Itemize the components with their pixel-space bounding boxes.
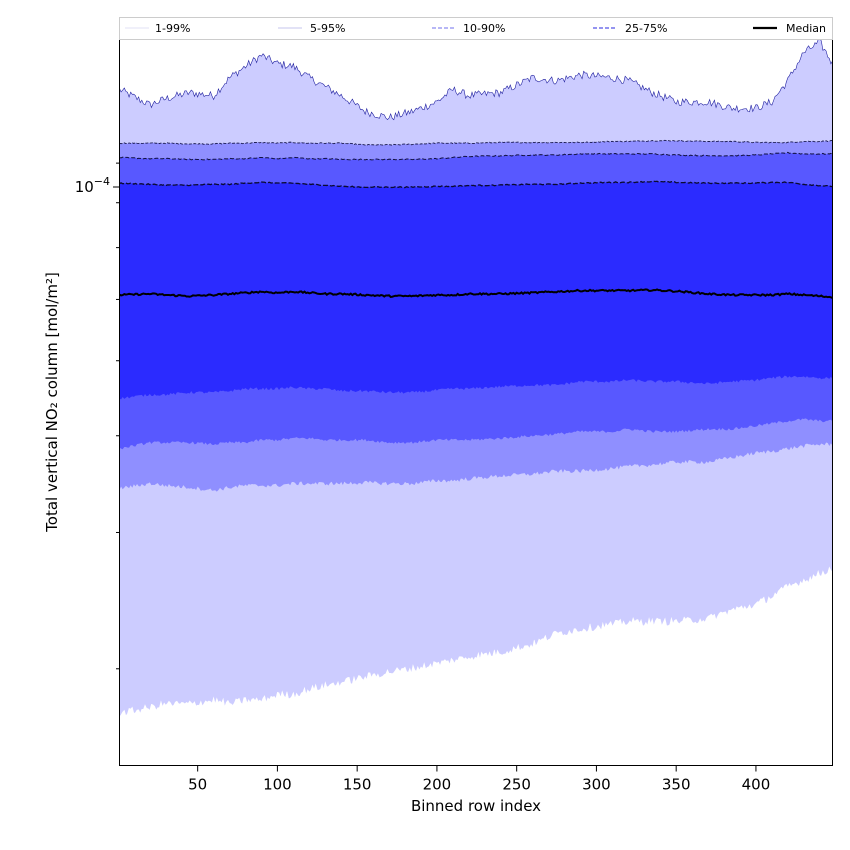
legend-label: 10-90%	[463, 22, 505, 35]
x-axis-label: Binned row index	[411, 797, 541, 815]
band-25-75	[119, 181, 833, 400]
x-tick-label: 100	[263, 776, 292, 794]
x-tick-label: 200	[423, 776, 452, 794]
x-tick-label: 300	[582, 776, 611, 794]
legend-label: 25-75%	[625, 22, 667, 35]
line-95	[119, 139, 833, 146]
y-axis-label: Total vertical NO₂ column [mol/m²]	[43, 272, 61, 533]
median-line	[119, 288, 833, 299]
x-tick-label: 50	[188, 776, 207, 794]
line-90	[119, 151, 833, 161]
x-tick-label: 250	[502, 776, 531, 794]
legend-frame	[119, 17, 833, 40]
y-axis: 10−4	[75, 162, 120, 670]
x-axis: 50 100 150 200 250 300 350 400	[188, 765, 771, 794]
legend-label: 1-99%	[155, 22, 190, 35]
line-99	[119, 37, 833, 121]
y-tick-exponent: −4	[94, 175, 110, 188]
y-tick-base: 10	[75, 178, 94, 196]
plot-area	[119, 37, 833, 718]
legend-label: Median	[786, 22, 826, 35]
line-1	[119, 566, 833, 718]
legend-label: 5-95%	[310, 22, 345, 35]
x-tick-label: 350	[662, 776, 691, 794]
line-75	[119, 180, 833, 189]
legend: 1-99% 5-95% 10-90% 25-75% Median	[119, 17, 833, 40]
x-tick-label: 150	[343, 776, 372, 794]
x-tick-label: 400	[742, 776, 771, 794]
y-tick-label: 10−4	[75, 175, 110, 196]
